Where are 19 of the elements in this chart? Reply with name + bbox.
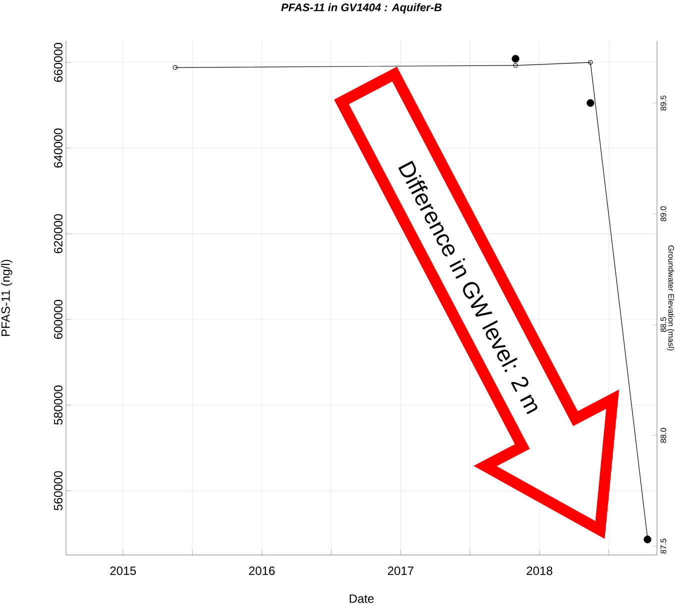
x-tick-label: 2016 bbox=[249, 566, 275, 576]
x-tick-label: 2015 bbox=[110, 566, 136, 576]
y2-axis-title: Groundwater Elevation (masl) bbox=[666, 245, 674, 350]
chart-title: PFAS-11 in GV1404 : Aquifer-B bbox=[281, 3, 442, 14]
y-tick-label: 560000 bbox=[54, 471, 62, 510]
y-axis-title: PFAS-11 (ng/l) bbox=[1, 260, 12, 336]
y2-tick-label: 88.0 bbox=[660, 428, 666, 443]
y-tick-label: 580000 bbox=[54, 386, 62, 425]
y-tick-label: 640000 bbox=[54, 128, 62, 168]
x-tick-label: 2017 bbox=[388, 566, 414, 576]
y2-tick-label: 89.0 bbox=[660, 206, 666, 222]
y-tick-label: 660000 bbox=[54, 42, 62, 82]
y-tick-label: 620000 bbox=[54, 214, 62, 254]
y-tick-label: 600000 bbox=[54, 300, 62, 339]
y2-tick-label: 89.5 bbox=[660, 96, 666, 110]
x-tick-label: 2018 bbox=[526, 566, 552, 576]
x-axis-title: Date bbox=[350, 594, 374, 603]
y2-tick-label: 88.5 bbox=[660, 317, 666, 332]
y2-tick-label: 87.5 bbox=[660, 538, 666, 554]
